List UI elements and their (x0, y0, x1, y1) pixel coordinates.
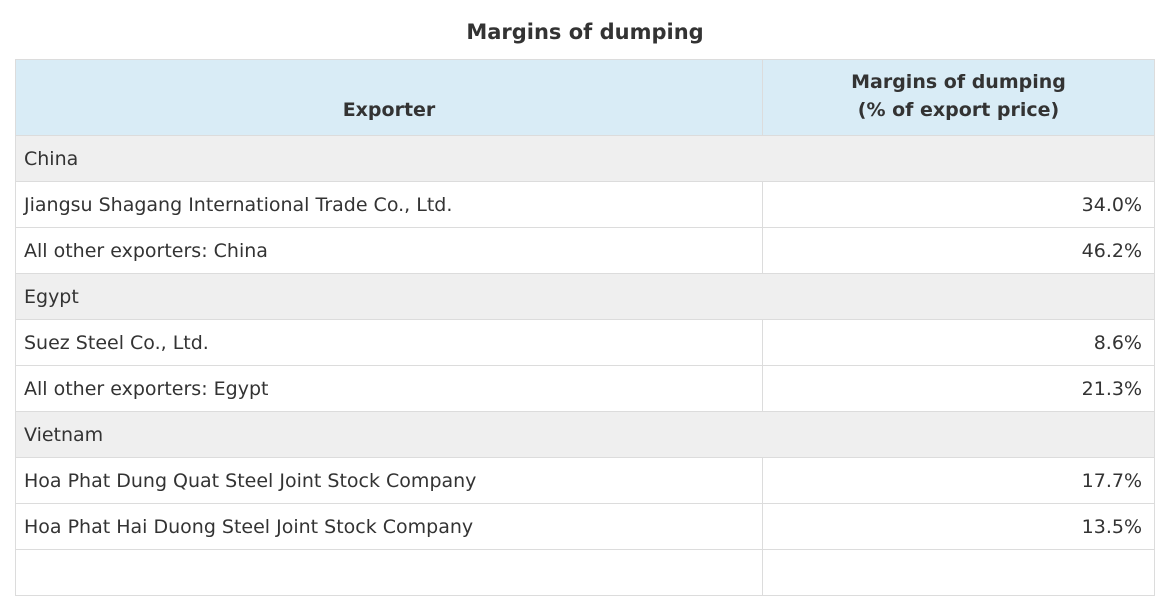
margin-header-line1: Margins of dumping (851, 71, 1066, 93)
exporter-name: All other exporters: China (15, 227, 763, 274)
country-group-row: Egypt (15, 273, 1155, 320)
margin-column-header: Margins of dumping (% of export price) (762, 59, 1155, 136)
margin-cell-empty (762, 549, 1155, 596)
exporter-name: All other exporters: Egypt (15, 365, 763, 412)
table-row: Jiangsu Shagang International Trade Co.,… (15, 181, 1155, 228)
country-name: Egypt (15, 273, 1155, 320)
dumping-margin: 13.5% (762, 503, 1155, 550)
table-row: Hoa Phat Dung Quat Steel Joint Stock Com… (15, 457, 1155, 504)
country-name: Vietnam (15, 411, 1155, 458)
table-caption: Margins of dumping (466, 20, 704, 44)
exporter-name: Jiangsu Shagang International Trade Co.,… (15, 181, 763, 228)
dumping-margin: 8.6% (762, 319, 1155, 366)
dumping-margins-table: Exporter Margins of dumping (% of export… (15, 59, 1155, 596)
table-row: All other exporters: Egypt 21.3% (15, 365, 1155, 412)
country-name: China (15, 135, 1155, 182)
dumping-margin: 21.3% (762, 365, 1155, 412)
exporter-name: Hoa Phat Hai Duong Steel Joint Stock Com… (15, 503, 763, 550)
dumping-margin: 34.0% (762, 181, 1155, 228)
exporter-column-header: Exporter (15, 59, 763, 136)
table-header-row: Exporter Margins of dumping (% of export… (15, 59, 1155, 136)
dumping-margin: 17.7% (762, 457, 1155, 504)
exporter-cell-empty (15, 549, 763, 596)
table-row: Suez Steel Co., Ltd. 8.6% (15, 319, 1155, 366)
table-row: All other exporters: China 46.2% (15, 227, 1155, 274)
country-group-row: China (15, 135, 1155, 182)
country-group-row: Vietnam (15, 411, 1155, 458)
margin-header-line2: (% of export price) (857, 99, 1060, 121)
exporter-name: Suez Steel Co., Ltd. (15, 319, 763, 366)
exporter-name: Hoa Phat Dung Quat Steel Joint Stock Com… (15, 457, 763, 504)
table-row: Hoa Phat Hai Duong Steel Joint Stock Com… (15, 503, 1155, 550)
dumping-margin: 46.2% (762, 227, 1155, 274)
table-row-cut-off (15, 549, 1155, 596)
